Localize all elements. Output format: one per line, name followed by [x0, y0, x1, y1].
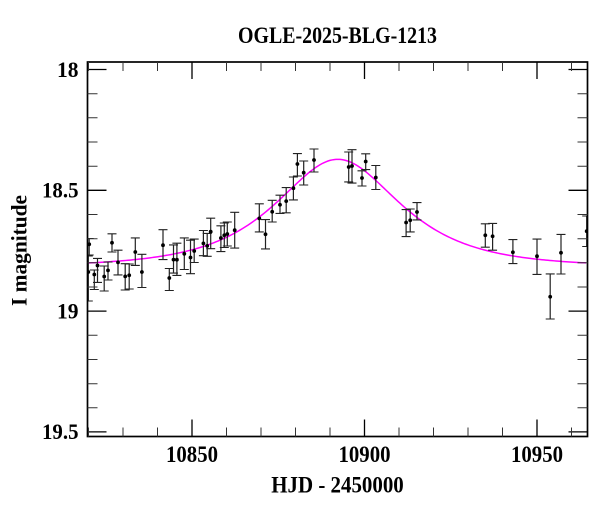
svg-text:18.5: 18.5: [42, 178, 79, 203]
svg-text:10850: 10850: [166, 442, 218, 467]
svg-text:19.5: 19.5: [42, 419, 79, 444]
svg-text:10950: 10950: [511, 442, 563, 467]
svg-text:10900: 10900: [339, 442, 391, 467]
svg-text:HJD - 2450000: HJD - 2450000: [271, 473, 404, 498]
svg-text:I magnitude: I magnitude: [7, 195, 32, 306]
svg-text:OGLE-2025-BLG-1213: OGLE-2025-BLG-1213: [238, 23, 437, 49]
svg-text:19: 19: [57, 298, 79, 323]
svg-text:18: 18: [57, 57, 79, 82]
